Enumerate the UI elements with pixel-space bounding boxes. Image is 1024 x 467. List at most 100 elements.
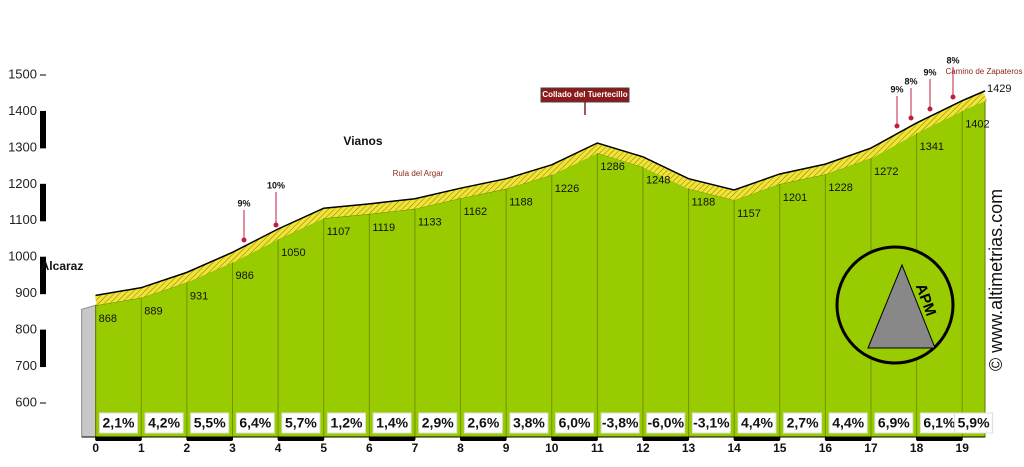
gradient-label: 3,8%	[513, 415, 545, 431]
gradient-box	[98, 412, 138, 434]
axis-segment	[95, 437, 142, 441]
gradient-box	[418, 412, 458, 434]
gradient-label: 1,2%	[331, 415, 363, 431]
y-tick-label: 1200	[8, 176, 37, 191]
gradient-box	[327, 412, 367, 434]
axis-segment	[278, 437, 324, 441]
value-label: 1157	[737, 208, 761, 220]
annotation: 8%	[946, 55, 959, 65]
marker-dot	[927, 106, 933, 112]
value-label: 868	[99, 313, 117, 325]
marker-dot	[273, 222, 279, 228]
axis-segment	[369, 437, 415, 441]
gradient-label: 2,7%	[787, 415, 819, 431]
annotation: Rula del Argar	[393, 169, 444, 178]
gradient-label: 6,4%	[239, 415, 271, 431]
logo-mountain	[867, 263, 936, 349]
x-tick-label: 11	[591, 441, 604, 455]
gradient-label: 4,4%	[741, 415, 773, 431]
value-label: 1188	[509, 197, 533, 209]
gradient-box	[509, 412, 549, 434]
annotation: 9%	[237, 198, 250, 208]
gradient-label: 4,4%	[832, 415, 864, 431]
gradient-box	[144, 412, 184, 434]
gradient-label: -6,0%	[647, 415, 684, 431]
gradient-label: 2,1%	[103, 415, 135, 431]
gradient-label: 6,9%	[878, 415, 910, 431]
marker-dot	[241, 237, 247, 243]
axis-segment	[825, 437, 871, 441]
gradient-label: -3,8%	[602, 415, 639, 431]
axis-segment	[460, 437, 507, 441]
annotation: Alcaraz	[41, 259, 84, 273]
y-tick-label: 600	[15, 394, 37, 409]
x-tick-label: 15	[773, 441, 787, 455]
x-tick-label: 8	[457, 441, 464, 455]
x-tick-label: 4	[275, 441, 282, 455]
gradient-label: 6,1%	[923, 415, 955, 431]
gradient-box	[463, 412, 503, 434]
annotation: 9%	[890, 84, 903, 94]
axis-segment	[551, 437, 598, 441]
value-label: 1050	[281, 247, 305, 259]
gradient-label: 5,9%	[958, 415, 990, 431]
gradient-box	[600, 412, 640, 434]
axis-segment	[40, 330, 46, 367]
marker-dot	[950, 94, 956, 100]
x-tick-label: 0	[92, 441, 99, 455]
axis-segment	[916, 437, 963, 441]
value-label: 1429	[987, 83, 1011, 95]
annotation: Camino de Zapateros	[946, 67, 1023, 76]
y-tick-label: 900	[15, 285, 37, 300]
y-tick-label: 1400	[8, 103, 37, 118]
x-tick-label: 19	[956, 441, 970, 455]
gradient-box	[235, 412, 275, 434]
x-tick-label: 9	[503, 441, 510, 455]
value-label: 1188	[692, 197, 716, 209]
annotation: 8%	[904, 76, 917, 86]
value-label: 931	[190, 290, 208, 302]
gradient-box	[737, 412, 777, 434]
value-label: 1341	[920, 141, 944, 153]
gradient-box	[372, 412, 412, 434]
value-label: 889	[144, 306, 162, 318]
axis-segment	[734, 437, 780, 441]
x-tick-label: 1	[138, 441, 145, 455]
x-tick-label: 14	[727, 441, 741, 455]
gradient-label: 4,2%	[148, 415, 180, 431]
value-label: 1133	[418, 217, 442, 229]
gradient-box	[828, 412, 868, 434]
x-tick-label: 16	[819, 441, 833, 455]
marker-dot	[908, 115, 914, 121]
x-tick-label: 5	[320, 441, 327, 455]
gradient-label: 1,4%	[376, 415, 408, 431]
annotation: Collado del Tuertecillo	[542, 90, 627, 99]
axis-segment	[40, 184, 46, 221]
gradient-box	[691, 412, 731, 434]
gradient-label: 2,6%	[467, 415, 499, 431]
value-label: 1201	[783, 192, 807, 204]
x-tick-label: 7	[412, 441, 419, 455]
profile-top	[95, 90, 986, 297]
marker-dot	[894, 123, 900, 129]
axis-segment	[40, 257, 46, 294]
value-label: 1107	[327, 226, 351, 238]
value-label: 1286	[600, 161, 624, 173]
profile-band	[94, 91, 987, 306]
axis-segment	[642, 437, 689, 441]
x-tick-label: 3	[229, 441, 236, 455]
value-label: 1228	[828, 182, 852, 194]
y-tick-label: 700	[15, 358, 37, 373]
value-label: 1226	[555, 183, 579, 195]
x-tick-label: 13	[682, 441, 696, 455]
y-tick-label: 1500	[8, 66, 37, 81]
value-label: 1119	[372, 222, 395, 234]
gradient-box	[281, 412, 321, 434]
x-tick-label: 17	[864, 441, 878, 455]
axis-segment	[186, 437, 233, 441]
gradient-box	[954, 412, 994, 434]
x-tick-label: 6	[366, 441, 373, 455]
x-tick-label: 10	[545, 441, 559, 455]
gradient-label: -3,1%	[693, 415, 730, 431]
